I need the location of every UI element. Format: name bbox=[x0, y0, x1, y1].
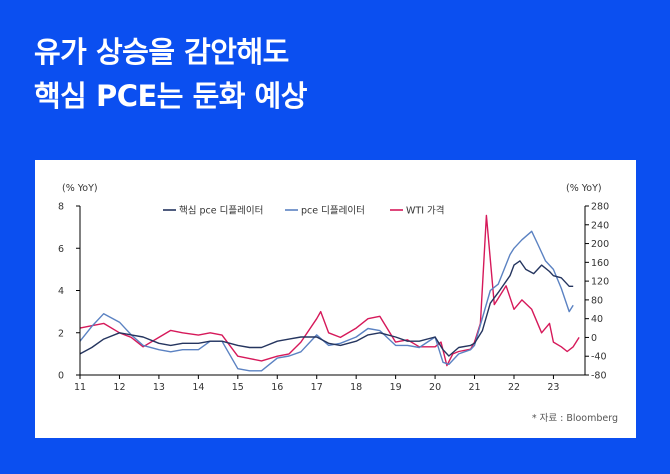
x-tick-label: 18 bbox=[350, 382, 362, 393]
right-tick-label: 200 bbox=[591, 239, 609, 250]
series-wti bbox=[79, 214, 580, 367]
headline-line-2: 핵심 PCE는 둔화 예상 bbox=[34, 79, 307, 113]
chart: (% YoY) (% YoY) 핵심 pce 디플레이터 pce 디플레이터 W… bbox=[58, 183, 609, 393]
right-tick-label: 280 bbox=[591, 202, 609, 213]
left-tick-label: 6 bbox=[58, 244, 64, 255]
left-tick-label: 2 bbox=[58, 328, 64, 339]
x-tick-label: 19 bbox=[390, 382, 402, 393]
x-tick-label: 20 bbox=[429, 382, 441, 393]
left-axis-unit: (% YoY) bbox=[62, 183, 98, 194]
right-tick-label: 240 bbox=[591, 220, 609, 231]
headline: 유가 상승을 감안해도 핵심 PCE는 둔화 예상 bbox=[34, 30, 307, 118]
right-tick-label: -80 bbox=[591, 371, 607, 382]
legend-pce: pce 디플레이터 bbox=[301, 206, 365, 217]
x-tick-label: 22 bbox=[508, 382, 520, 393]
x-tick-label: 13 bbox=[153, 382, 165, 393]
right-tick-label: -40 bbox=[591, 352, 607, 363]
right-tick-label: 160 bbox=[591, 258, 609, 269]
left-tick-label: 0 bbox=[58, 371, 64, 382]
x-tick-label: 21 bbox=[468, 382, 480, 393]
right-tick-label: 0 bbox=[591, 333, 597, 344]
headline-line-1: 유가 상승을 감안해도 bbox=[34, 35, 289, 69]
legend-core-pce: 핵심 pce 디플레이터 bbox=[179, 205, 263, 217]
left-tick-label: 8 bbox=[58, 202, 64, 213]
left-tick-label: 4 bbox=[58, 286, 64, 297]
right-tick-label: 40 bbox=[591, 314, 603, 325]
x-tick-label: 14 bbox=[192, 382, 204, 393]
x-tick-label: 23 bbox=[547, 382, 559, 393]
right-tick-label: 120 bbox=[591, 277, 609, 288]
x-tick-label: 15 bbox=[232, 382, 244, 393]
legend: 핵심 pce 디플레이터 pce 디플레이터 WTI 가격 bbox=[163, 205, 445, 217]
right-tick-label: 80 bbox=[591, 295, 603, 306]
legend-wti: WTI 가격 bbox=[406, 205, 445, 217]
series-pce bbox=[79, 230, 574, 372]
source-note: * 자료 : Bloomberg bbox=[531, 413, 618, 424]
chart-card: (% YoY) (% YoY) 핵심 pce 디플레이터 pce 디플레이터 W… bbox=[35, 160, 636, 438]
x-tick-label: 11 bbox=[74, 382, 86, 393]
x-tick-label: 12 bbox=[113, 382, 125, 393]
x-tick-label: 17 bbox=[311, 382, 323, 393]
right-axis-unit: (% YoY) bbox=[566, 183, 602, 194]
x-tick-label: 16 bbox=[271, 382, 283, 393]
series-core-pce bbox=[79, 260, 574, 357]
